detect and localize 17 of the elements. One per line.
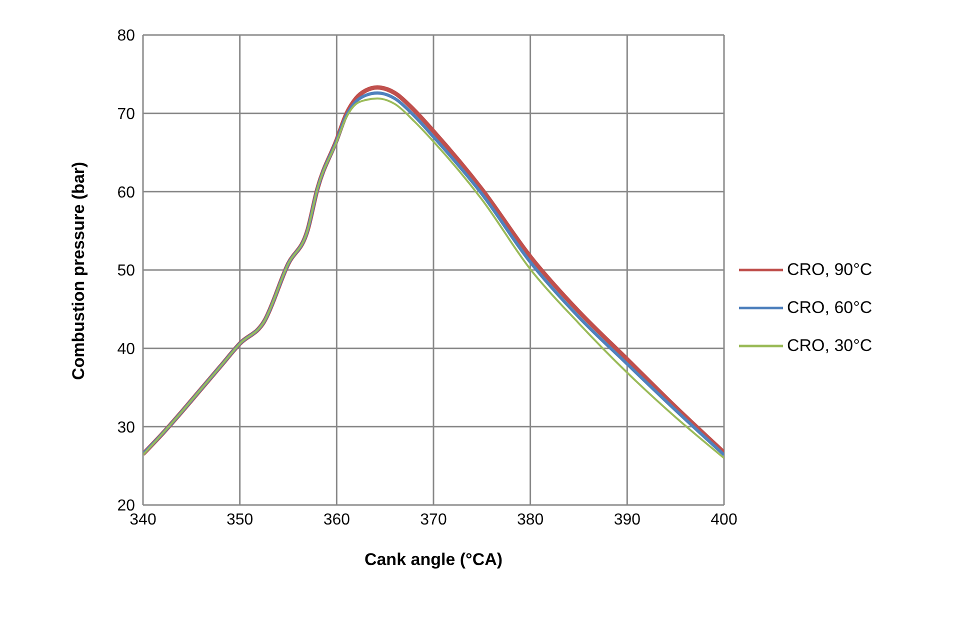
x-axis-title: Cank angle (°CA) [364, 550, 503, 569]
y-axis-title: Combustion pressure (bar) [69, 162, 88, 380]
legend-label: CRO, 90°C [787, 260, 872, 280]
y-tick-label: 30 [117, 419, 136, 436]
x-tick-label: 400 [710, 511, 738, 528]
x-tick-label: 350 [226, 511, 254, 528]
y-tick-label: 60 [117, 184, 136, 202]
legend-label: CRO, 60°C [787, 298, 872, 318]
y-tick-label: 70 [117, 106, 136, 124]
x-tick-label: 360 [323, 511, 350, 528]
y-tick-label: 40 [117, 341, 136, 358]
y-tick-label: 80 [117, 28, 136, 45]
legend-label: CRO, 30°C [787, 336, 872, 356]
x-tick-label: 380 [516, 511, 544, 528]
x-tick-label: 390 [614, 511, 641, 528]
y-tick-label: 50 [117, 262, 136, 280]
x-tick-label: 370 [420, 511, 447, 528]
